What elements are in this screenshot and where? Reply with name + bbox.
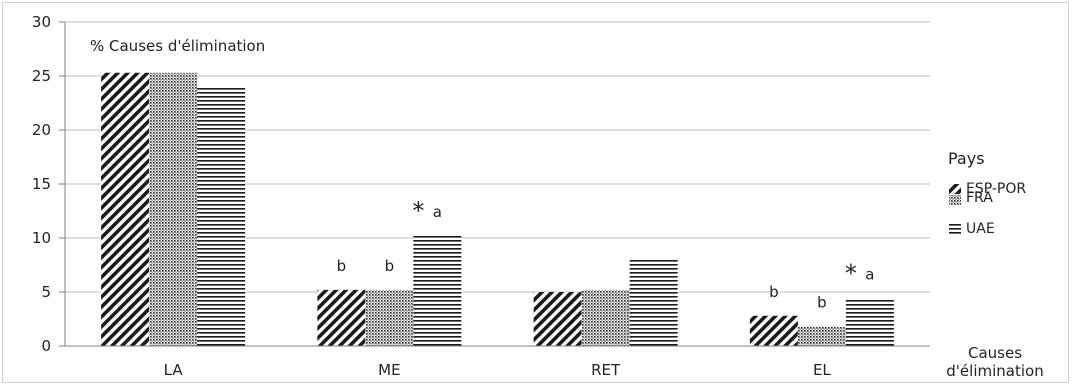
significance-letter: b xyxy=(769,283,779,301)
annotations: b b a * b b a * xyxy=(337,197,875,312)
x-tick-label: EL xyxy=(813,361,831,379)
bar-uae-me xyxy=(413,235,462,346)
legend-label-fra: FRA xyxy=(966,190,993,206)
significance-star: * xyxy=(845,259,857,287)
legend-label-esp-por: ESP-POR xyxy=(966,181,1026,197)
legend-swatch-esp-por xyxy=(949,184,961,194)
bar-uae-ret xyxy=(629,259,678,346)
bar-esp-por-ret xyxy=(533,292,582,346)
bar-esp-por-el xyxy=(749,315,798,346)
bar-uae-el xyxy=(845,298,894,346)
bars xyxy=(101,72,894,346)
x-tick-label: ME xyxy=(378,361,400,379)
y-tick-label: 30 xyxy=(32,13,51,31)
legend-label-uae: UAE xyxy=(966,221,995,237)
legend: Pays ESP-POR FRA UAE xyxy=(948,149,1026,237)
x-tick-label: RET xyxy=(591,361,621,379)
legend-swatch-fra xyxy=(949,195,961,205)
significance-letter: b xyxy=(817,294,827,312)
significance-letter: a xyxy=(865,265,874,283)
legend-title: Pays xyxy=(948,149,985,168)
significance-letter: a xyxy=(433,203,442,221)
bar-fra-la xyxy=(149,72,198,346)
bar-fra-ret xyxy=(581,289,630,346)
y-tick-label: 0 xyxy=(41,337,51,355)
bar-fra-me xyxy=(365,289,414,346)
significance-letter: b xyxy=(385,257,395,275)
bar-uae-la xyxy=(197,87,246,346)
bar-fra-el xyxy=(797,326,846,346)
significance-star: * xyxy=(412,197,424,225)
y-tick-label: 10 xyxy=(32,229,51,247)
axes: 0 5 10 15 20 25 30 LA ME RET EL xyxy=(32,13,930,379)
legend-swatch-uae xyxy=(949,224,961,234)
bar-esp-por-la xyxy=(101,72,150,346)
y-tick-label: 20 xyxy=(32,121,51,139)
chart-frame xyxy=(2,2,1069,383)
y-tick-label: 25 xyxy=(32,67,51,85)
significance-letter: b xyxy=(337,257,347,275)
y-tick-label: 15 xyxy=(32,175,51,193)
x-axis-title-line1: Causes xyxy=(968,344,1022,362)
chart-title: % Causes d'élimination xyxy=(90,37,265,55)
y-tick-label: 5 xyxy=(41,283,51,301)
x-tick-label: LA xyxy=(164,361,184,379)
x-axis-title-line2: d'élimination xyxy=(946,362,1043,380)
bar-esp-por-me xyxy=(317,289,366,346)
